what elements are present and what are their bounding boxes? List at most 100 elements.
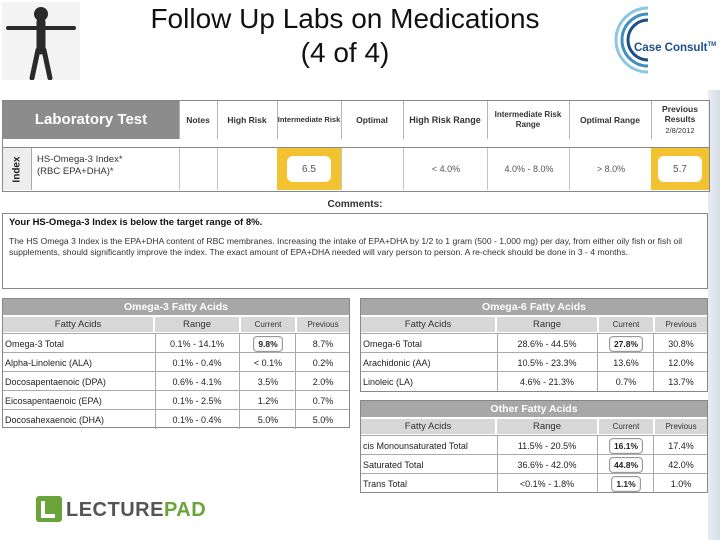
brand-name: Case Consult [634, 42, 708, 54]
fatty-acid-current: 5.0% [241, 410, 296, 429]
cell-optimal [341, 148, 404, 190]
table-row: Docosahexaenoic (DHA) 0.1% - 0.4% 5.0% 5… [3, 409, 349, 429]
test-name-line-1: HS-Omega-3 Index* [37, 154, 123, 165]
header-previous-results: Previous Results 2/8/2012 [651, 101, 709, 139]
current-value: 6.5 [287, 156, 331, 182]
previous-results-date: 2/8/2012 [665, 126, 695, 135]
fatty-acid-previous: 2.0% [312, 376, 334, 387]
header-optimal: Optimal [341, 101, 404, 139]
fatty-acid-previous: 13.7% [668, 376, 694, 387]
header-optimal-range: Optimal Range [569, 101, 652, 139]
fatty-acid-previous: 12.0% [668, 357, 694, 368]
previous-value: 5.7 [658, 156, 702, 182]
comments-body: The HS Omega 3 Index is the EPA+DHA cont… [9, 236, 683, 257]
other-fatty-acids-title: Other Fatty Acids [361, 401, 707, 417]
lecturepad-mark-icon [36, 496, 62, 522]
omega-3-col-range: Range [155, 317, 239, 332]
cell-notes [179, 148, 218, 190]
fatty-acid-name: Docosapentaenoic (DPA) [3, 372, 156, 391]
other-col-current: Current [599, 419, 653, 434]
test-name: HS-Omega-3 Index* (RBC EPA+DHA)* [37, 154, 177, 178]
table-row: Omega-3 Total 0.1% - 14.1% 9.8% 8.7% [3, 333, 349, 353]
header-high-risk-range: High Risk Range [403, 101, 488, 139]
fatty-acid-name: cis Monounsaturated Total [361, 436, 498, 455]
index-label: Index [3, 148, 32, 190]
fatty-acid-previous: 8.7% [312, 338, 334, 349]
test-name-line-2: (RBC EPA+DHA)* [37, 166, 114, 177]
slide-title: Follow Up Labs on Medications (4 of 4) [90, 2, 600, 70]
omega-6-col-fatty-acids: Fatty Acids [361, 317, 495, 332]
other-col-previous: Previous [655, 419, 707, 434]
cell-optimal-range: > 8.0% [569, 148, 652, 190]
fatty-acid-name: Omega-3 Total [3, 334, 156, 353]
comments-label: Comments: [327, 199, 383, 210]
fatty-acid-previous: 17.4% [668, 440, 694, 451]
fatty-acid-previous: 0.2% [312, 357, 334, 368]
fatty-acid-previous: 5.0% [312, 414, 334, 425]
fatty-acid-range: 28.6% - 44.5% [497, 334, 598, 353]
fatty-acid-current: 0.7% [599, 372, 654, 391]
omega-6-col-current: Current [599, 317, 653, 332]
table-row: cis Monounsaturated Total 11.5% - 20.5% … [361, 435, 707, 455]
index-label-text: Index [11, 155, 23, 183]
omega-3-col-previous: Previous [297, 317, 349, 332]
table-row: Trans Total <0.1% - 1.8% 1.1% 1.0% [361, 473, 707, 493]
cell-intermediate-risk: 6.5 [277, 148, 341, 190]
fatty-acid-name: Trans Total [361, 474, 498, 493]
fatty-acid-range: 0.1% - 14.1% [155, 334, 240, 353]
fatty-acid-range: 11.5% - 20.5% [497, 436, 598, 455]
laboratory-table: Laboratory Test Notes High Risk Intermed… [2, 100, 710, 192]
lecturepad-logo: LECTUREPAD [36, 494, 206, 524]
header-intermediate-risk-range: Intermediate Risk Range [487, 101, 570, 139]
fatty-acid-current: 16.1% [599, 436, 654, 455]
header-notes: Notes [179, 101, 218, 139]
lecturepad-text-2: PAD [163, 499, 207, 521]
lab-data-row: Index HS-Omega-3 Index* (RBC EPA+DHA)* 6… [3, 147, 709, 190]
fatty-acid-name: Eicosapentaenoic (EPA) [3, 391, 156, 410]
other-col-fatty-acids: Fatty Acids [361, 419, 495, 434]
fatty-acid-current: 44.8% [599, 455, 654, 474]
fatty-acid-current: 13.6% [599, 353, 654, 372]
fatty-acid-range: <0.1% - 1.8% [497, 474, 598, 493]
omega-3-col-fatty-acids: Fatty Acids [3, 317, 153, 332]
table-row: Saturated Total 36.6% - 42.0% 44.8% 42.0… [361, 454, 707, 474]
cell-intermediate-risk-range: 4.0% - 8.0% [487, 148, 570, 190]
current-highlight: 16.1% [608, 437, 644, 454]
table-row: Eicosapentaenoic (EPA) 0.1% - 2.5% 1.2% … [3, 390, 349, 410]
previous-results-label: Previous Results [662, 104, 698, 124]
fatty-acid-range: 0.1% - 0.4% [155, 353, 240, 372]
fatty-acid-previous: 1.0% [670, 478, 692, 489]
omega-6-panel: Omega-6 Fatty Acids Fatty Acids Range Cu… [360, 298, 708, 392]
fatty-acid-range: 4.6% - 21.3% [497, 372, 598, 391]
fatty-acid-previous: 0.7% [312, 395, 334, 406]
fatty-acid-range: 10.5% - 23.3% [497, 353, 598, 372]
omega-3-col-current: Current [241, 317, 295, 332]
omega-6-col-previous: Previous [655, 317, 707, 332]
fatty-acid-current: 3.5% [241, 372, 296, 391]
fatty-acid-name: Docosahexaenoic (DHA) [3, 410, 156, 429]
omega-6-title: Omega-6 Fatty Acids [361, 299, 707, 315]
table-row: Linoleic (LA) 4.6% - 21.3% 0.7% 13.7% [361, 371, 707, 391]
fatty-acid-range: 0.1% - 0.4% [155, 410, 240, 429]
omega-3-title: Omega-3 Fatty Acids [3, 299, 349, 315]
fatty-acid-current: 1.2% [241, 391, 296, 410]
current-highlight: 27.8% [608, 335, 644, 352]
fatty-acid-name: Omega-6 Total [361, 334, 498, 353]
lecturepad-text-1: LECTURE [66, 499, 164, 521]
table-row: Alpha-Linolenic (ALA) 0.1% - 0.4% < 0.1%… [3, 352, 349, 372]
fatty-acid-previous: 42.0% [668, 459, 694, 470]
lab-header-row: Laboratory Test Notes High Risk Intermed… [3, 101, 709, 141]
fatty-acid-range: 0.1% - 2.5% [155, 391, 240, 410]
header-laboratory-test: Laboratory Test [3, 101, 180, 139]
omega-6-col-range: Range [497, 317, 597, 332]
fatty-acid-previous: 30.8% [668, 338, 694, 349]
fatty-acid-current: < 0.1% [241, 353, 296, 372]
current-highlight: 9.8% [253, 335, 283, 352]
current-highlight: 44.8% [608, 456, 644, 473]
comments-box: Your HS-Omega-3 Index is below the targe… [2, 213, 708, 289]
comments-headline: Your HS-Omega-3 Index is below the targe… [9, 217, 263, 228]
other-col-range: Range [497, 419, 597, 434]
fatty-acid-name: Arachidonic (AA) [361, 353, 498, 372]
fatty-acid-name: Linoleic (LA) [361, 372, 498, 391]
fatty-acid-current: 9.8% [241, 334, 296, 353]
